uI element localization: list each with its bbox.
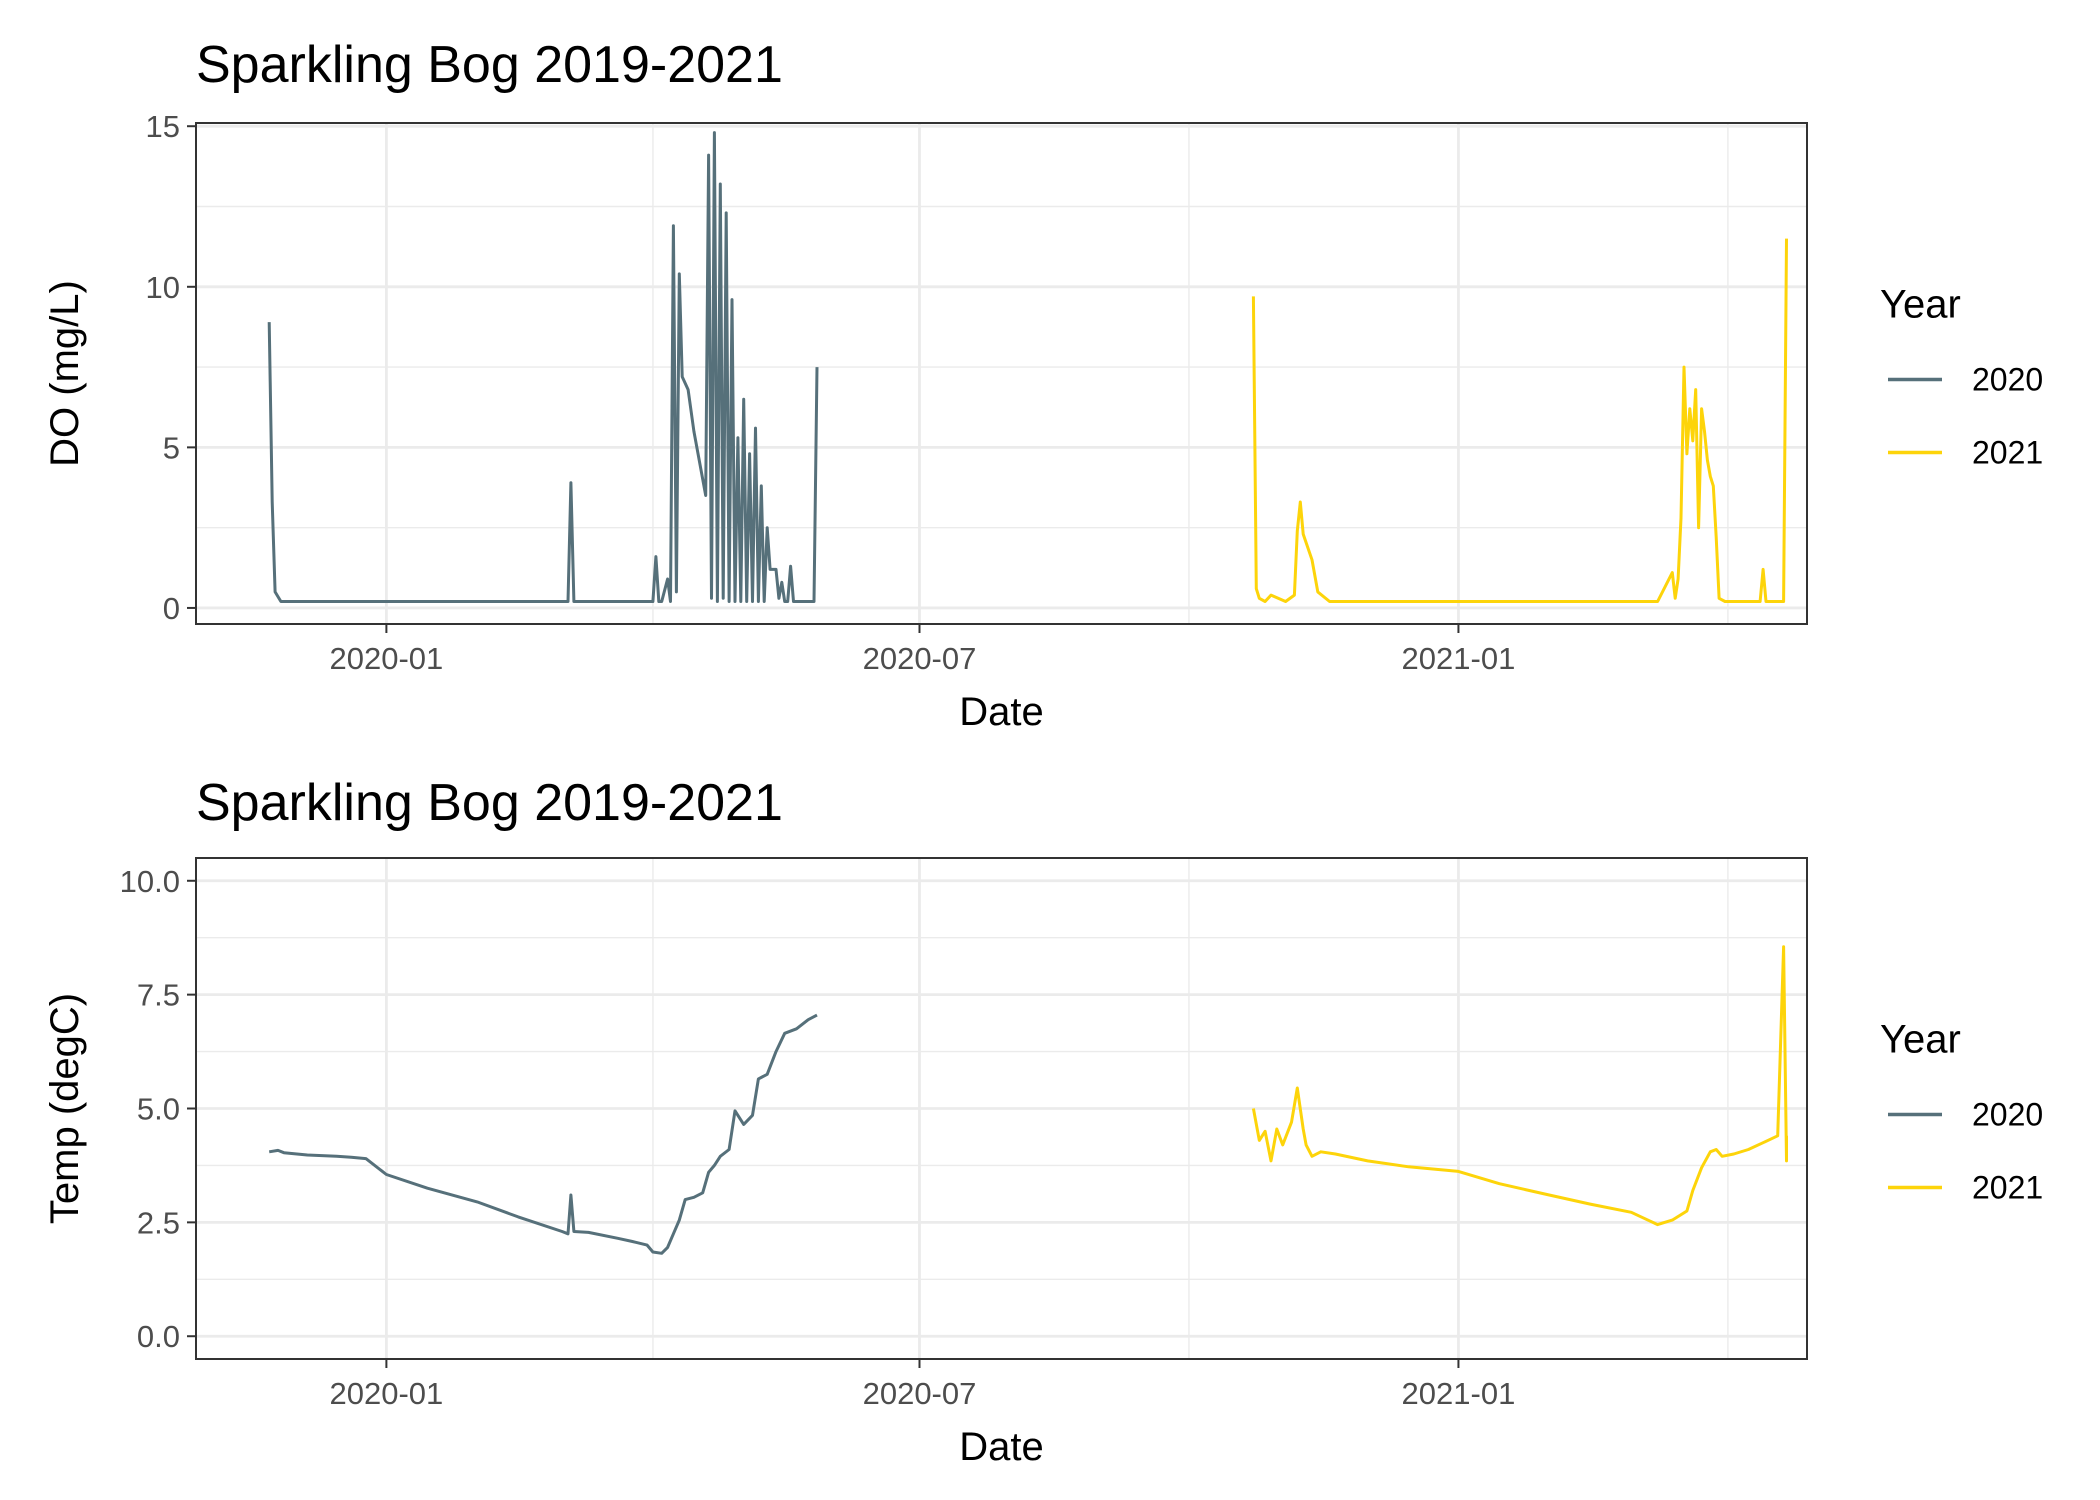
temp-x-axis-title: Date	[959, 1425, 1044, 1469]
do-y-tick-label: 0	[163, 591, 180, 626]
temp-legend: Year 2020 2021	[1880, 1018, 2043, 1206]
do-chart-title: Sparkling Bog 2019-2021	[196, 36, 783, 94]
temp-x-tick-label: 2021-01	[1402, 1376, 1516, 1411]
do-legend: Year 2020 2021	[1880, 283, 2043, 471]
temp-y-tick-label: 7.5	[137, 978, 180, 1013]
do-legend-title: Year	[1880, 283, 1961, 327]
temp-y-axis-title: Temp (degC)	[43, 993, 87, 1224]
do-legend-label-2021: 2021	[1972, 435, 2043, 471]
do-y-tick-label: 5	[163, 430, 180, 465]
temp-y-tick-label: 10.0	[120, 864, 180, 899]
do-panel-border	[195, 122, 1808, 625]
do-y-axis-title: DO (mg/L)	[43, 280, 87, 467]
temp-y-tick-label: 5.0	[137, 1092, 180, 1127]
temp-y-tick-label: 0.0	[137, 1319, 180, 1354]
do-x-axis-title: Date	[959, 690, 1044, 734]
temp-series-line-2021	[1251, 945, 1788, 1227]
do-x-tick-label: 2020-01	[330, 641, 444, 676]
temp-x-tick-label: 2020-07	[863, 1376, 977, 1411]
temp-legend-label-2020: 2020	[1972, 1097, 2043, 1133]
temp-chart-title: Sparkling Bog 2019-2021	[196, 774, 783, 832]
temp-legend-title: Year	[1880, 1018, 1961, 1062]
temp-y-tick-label: 2.5	[137, 1205, 180, 1240]
chart-temperature: 0.0 2.5 5.0 7.5 10.0 2020-01 2020-07 2021-01 Spa…	[43, 774, 2043, 1469]
do-panel	[196, 123, 1807, 624]
do-legend-label-2020: 2020	[1972, 362, 2043, 398]
temp-series-line-2020	[268, 1013, 818, 1255]
temp-legend-label-2021: 2021	[1972, 1170, 2043, 1206]
temp-grid	[196, 858, 1807, 1359]
do-series-line-2021	[1251, 238, 1788, 603]
do-series-line-2020	[267, 131, 819, 603]
chart-dissolved-oxygen: 0 5 10 15 2020-01 2020-07 2021-01 Sparkling Bog…	[43, 36, 2043, 734]
do-x-tick-label: 2020-07	[863, 641, 977, 676]
do-y-tick-label: 15	[146, 109, 180, 144]
do-y-tick-label: 10	[146, 270, 180, 305]
temp-x-tick-label: 2020-01	[330, 1376, 444, 1411]
do-x-tick-label: 2021-01	[1402, 641, 1516, 676]
do-grid	[196, 123, 1807, 624]
